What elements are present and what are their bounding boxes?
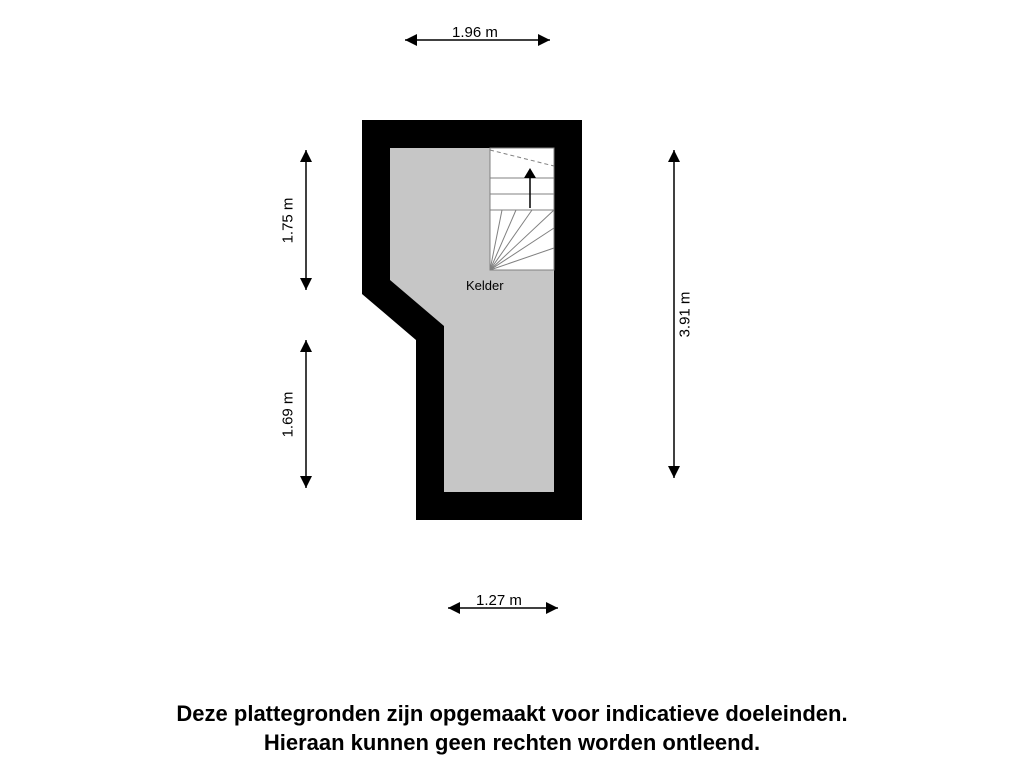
plan-group (362, 120, 582, 520)
dim-bottom-label: 1.27 m (476, 592, 522, 609)
dim-top-label: 1.96 m (452, 24, 498, 41)
disclaimer-line1: Deze plattegronden zijn opgemaakt voor i… (176, 701, 847, 726)
room-label-kelder: Kelder (466, 278, 504, 293)
floorplan-svg (0, 0, 1024, 768)
dim-right-label: 3.91 m (676, 292, 693, 338)
dim-left-upper-label: 1.75 m (279, 198, 296, 244)
dim-left-lower-label: 1.69 m (279, 392, 296, 438)
floorplan-stage: 1.96 m 1.27 m 1.75 m 1.69 m 3.91 m Kelde… (0, 0, 1024, 768)
disclaimer-line2: Hieraan kunnen geen rechten worden ontle… (264, 730, 760, 755)
disclaimer-text: Deze plattegronden zijn opgemaakt voor i… (0, 700, 1024, 757)
staircase (490, 148, 554, 270)
